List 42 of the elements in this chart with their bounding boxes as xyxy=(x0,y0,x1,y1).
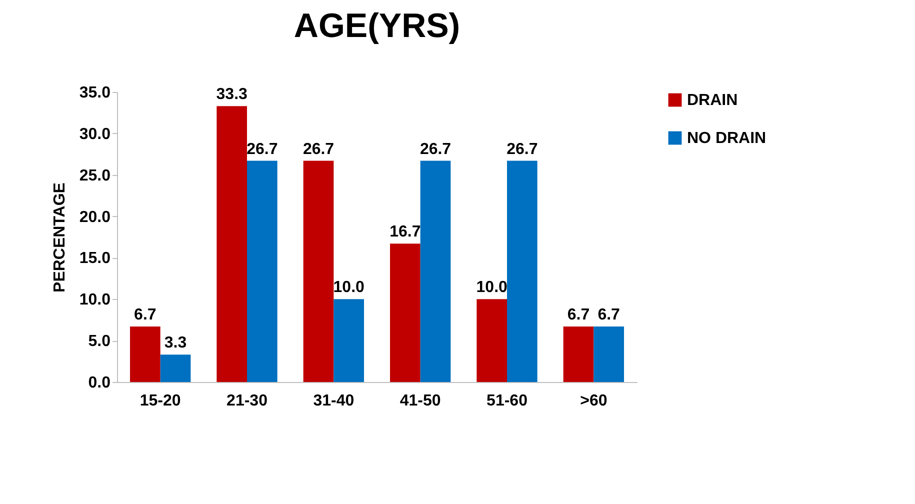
data-label: 3.3 xyxy=(164,334,187,352)
data-label: 33.3 xyxy=(216,86,248,104)
bar xyxy=(130,326,160,382)
bar xyxy=(507,160,538,382)
bar xyxy=(390,244,420,382)
data-label: 26.7 xyxy=(506,140,538,158)
bar xyxy=(476,299,507,382)
x-tick-label: 15-20 xyxy=(140,392,181,410)
bar xyxy=(247,160,278,382)
data-label: 26.7 xyxy=(420,140,452,158)
x-tick-label: 31-40 xyxy=(313,392,354,410)
bar xyxy=(594,326,624,382)
data-label: 26.7 xyxy=(246,140,278,158)
x-tick-label: 21-30 xyxy=(226,392,268,410)
x-tick-label: >60 xyxy=(580,392,608,410)
y-tick-label: 25.0 xyxy=(79,167,111,184)
data-label: 6.7 xyxy=(598,306,620,324)
data-label: 10.0 xyxy=(476,279,508,296)
y-tick-label: 35.0 xyxy=(79,84,111,102)
data-label: 6.7 xyxy=(567,306,590,324)
y-tick-label: 0.0 xyxy=(88,374,111,392)
bar xyxy=(334,299,364,382)
x-tick-label: 41-50 xyxy=(400,392,441,410)
y-tick-label: 30.0 xyxy=(79,126,111,143)
data-label: 10.0 xyxy=(333,279,365,296)
y-tick-label: 10.0 xyxy=(79,292,111,309)
data-label: 16.7 xyxy=(390,224,421,241)
bar xyxy=(563,326,594,382)
bar xyxy=(160,354,191,382)
y-tick-label: 20.0 xyxy=(79,208,111,226)
y-tick-label: 15.0 xyxy=(79,250,111,268)
x-tick-label: 51-60 xyxy=(486,392,528,410)
legend-label: DRAIN xyxy=(687,92,738,109)
bar xyxy=(216,106,247,382)
bar xyxy=(420,160,451,382)
chart-title: AGE(YRS) xyxy=(294,7,460,45)
data-label: 6.7 xyxy=(134,306,156,324)
data-label: 26.7 xyxy=(302,140,334,158)
y-tick-label: 5.0 xyxy=(88,333,111,350)
y-axis-title: PERCENTAGE xyxy=(51,182,68,292)
bar xyxy=(303,160,334,382)
legend-label: NO DRAIN xyxy=(687,130,766,147)
